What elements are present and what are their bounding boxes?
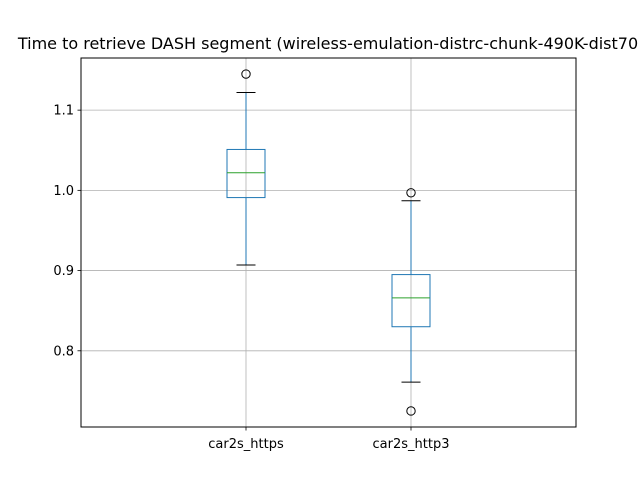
plot-area <box>226 69 431 416</box>
axes-frame <box>80 57 577 428</box>
outlier-point <box>406 188 416 198</box>
outlier-point <box>406 406 416 416</box>
axis-ticks: 0.8 0.9 1.0 1.1 car2s_https car2s_http3 <box>53 104 449 452</box>
y-tick-label: 0.8 <box>53 344 74 359</box>
grid <box>81 58 576 427</box>
x-tick-label: car2s_http3 <box>373 437 450 452</box>
y-tick-label: 1.1 <box>53 104 74 119</box>
y-tick-label: 0.9 <box>53 264 74 279</box>
iqr-box <box>226 148 266 199</box>
y-tick-label: 1.0 <box>53 184 74 199</box>
outlier-point <box>241 69 251 79</box>
iqr-box <box>391 274 431 328</box>
chart-title: Time to retrieve DASH segment (wireless-… <box>17 34 638 53</box>
box-group-car2s_http3 <box>391 188 431 416</box>
box-group-car2s_https <box>226 69 266 266</box>
x-tick-label: car2s_https <box>208 437 284 452</box>
